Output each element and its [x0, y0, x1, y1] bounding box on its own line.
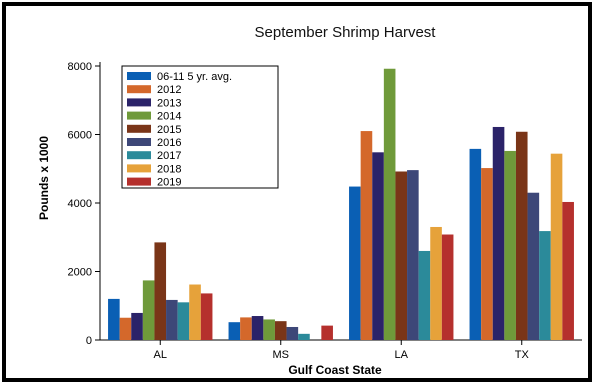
bar-ms-0: [228, 322, 241, 340]
legend-label: 2013: [157, 97, 181, 109]
bar-ms-8: [321, 325, 333, 340]
bar-la-5: [407, 170, 419, 340]
bar-ms-2: [251, 316, 264, 340]
bar-tx-4: [515, 131, 528, 340]
bar-ms-5: [286, 326, 299, 340]
bar-al-0: [108, 298, 120, 340]
bar-ms-3: [263, 319, 275, 340]
legend-label: 2019: [157, 177, 181, 189]
bar-la-1: [360, 131, 373, 340]
bar-la-2: [372, 152, 384, 340]
bar-la-7: [430, 226, 442, 340]
x-tick-label: TX: [515, 349, 530, 361]
bar-al-7: [189, 284, 201, 340]
bar-al-6: [177, 302, 190, 340]
plot-area: 0 2000 4000 6000 8000 AL MS LA TX: [68, 61, 582, 361]
legend-label: 2014: [157, 111, 181, 123]
legend-swatch: [127, 98, 151, 107]
x-tick-label: LA: [395, 349, 409, 361]
bar-tx-6: [539, 231, 551, 340]
bar-tx-1: [481, 168, 493, 340]
y-tick-label: 8000: [68, 61, 92, 73]
bar-tx-5: [527, 192, 540, 340]
legend-label: 2017: [157, 150, 181, 162]
bar-al-3: [142, 280, 155, 340]
bar-tx-3: [504, 150, 516, 340]
bar-al-5: [166, 299, 178, 340]
legend-swatch: [127, 124, 151, 133]
bar-tx-8: [562, 201, 574, 340]
chart-title: September Shrimp Harvest: [255, 24, 437, 41]
bar-la-0: [349, 186, 361, 340]
bar-la-3: [383, 68, 396, 341]
bar-ms-6: [298, 333, 310, 340]
legend-swatch: [127, 164, 151, 173]
y-tick-label: 0: [86, 335, 92, 347]
legend-swatch: [127, 72, 151, 80]
legend-label: 2012: [157, 84, 181, 96]
x-axis-label: Gulf Coast State: [288, 363, 382, 377]
legend-swatch: [127, 177, 151, 186]
bar-al-8: [200, 293, 213, 340]
legend-swatch: [127, 151, 151, 160]
y-tick-label: 4000: [68, 198, 92, 210]
y-tick-label: 2000: [68, 267, 92, 279]
y-tick-label: 6000: [68, 130, 92, 142]
bar-al-2: [131, 312, 143, 340]
bar-la-6: [418, 250, 431, 340]
bar-al-4: [154, 242, 167, 340]
bar-al-1: [119, 317, 132, 340]
legend-label: 2016: [157, 137, 181, 149]
legend-swatch: [127, 138, 151, 146]
bar-la-8: [441, 234, 454, 340]
bar-tx-2: [492, 126, 505, 340]
bar-tx-0: [469, 148, 482, 340]
legend-label: 06-11 5 yr. avg.: [157, 71, 232, 83]
legend-swatch: [127, 111, 151, 120]
x-tick-label: MS: [273, 349, 290, 361]
bar-la-4: [395, 171, 408, 340]
bar-ms-1: [240, 317, 252, 340]
legend-label: 2018: [157, 163, 181, 175]
legend-label: 2015: [157, 124, 181, 136]
bar-ms-4: [274, 321, 287, 340]
y-axis-label: Pounds x 1000: [37, 136, 51, 220]
legend-swatch: [127, 85, 151, 94]
bar-tx-7: [550, 153, 563, 340]
x-tick-label: AL: [154, 349, 167, 361]
